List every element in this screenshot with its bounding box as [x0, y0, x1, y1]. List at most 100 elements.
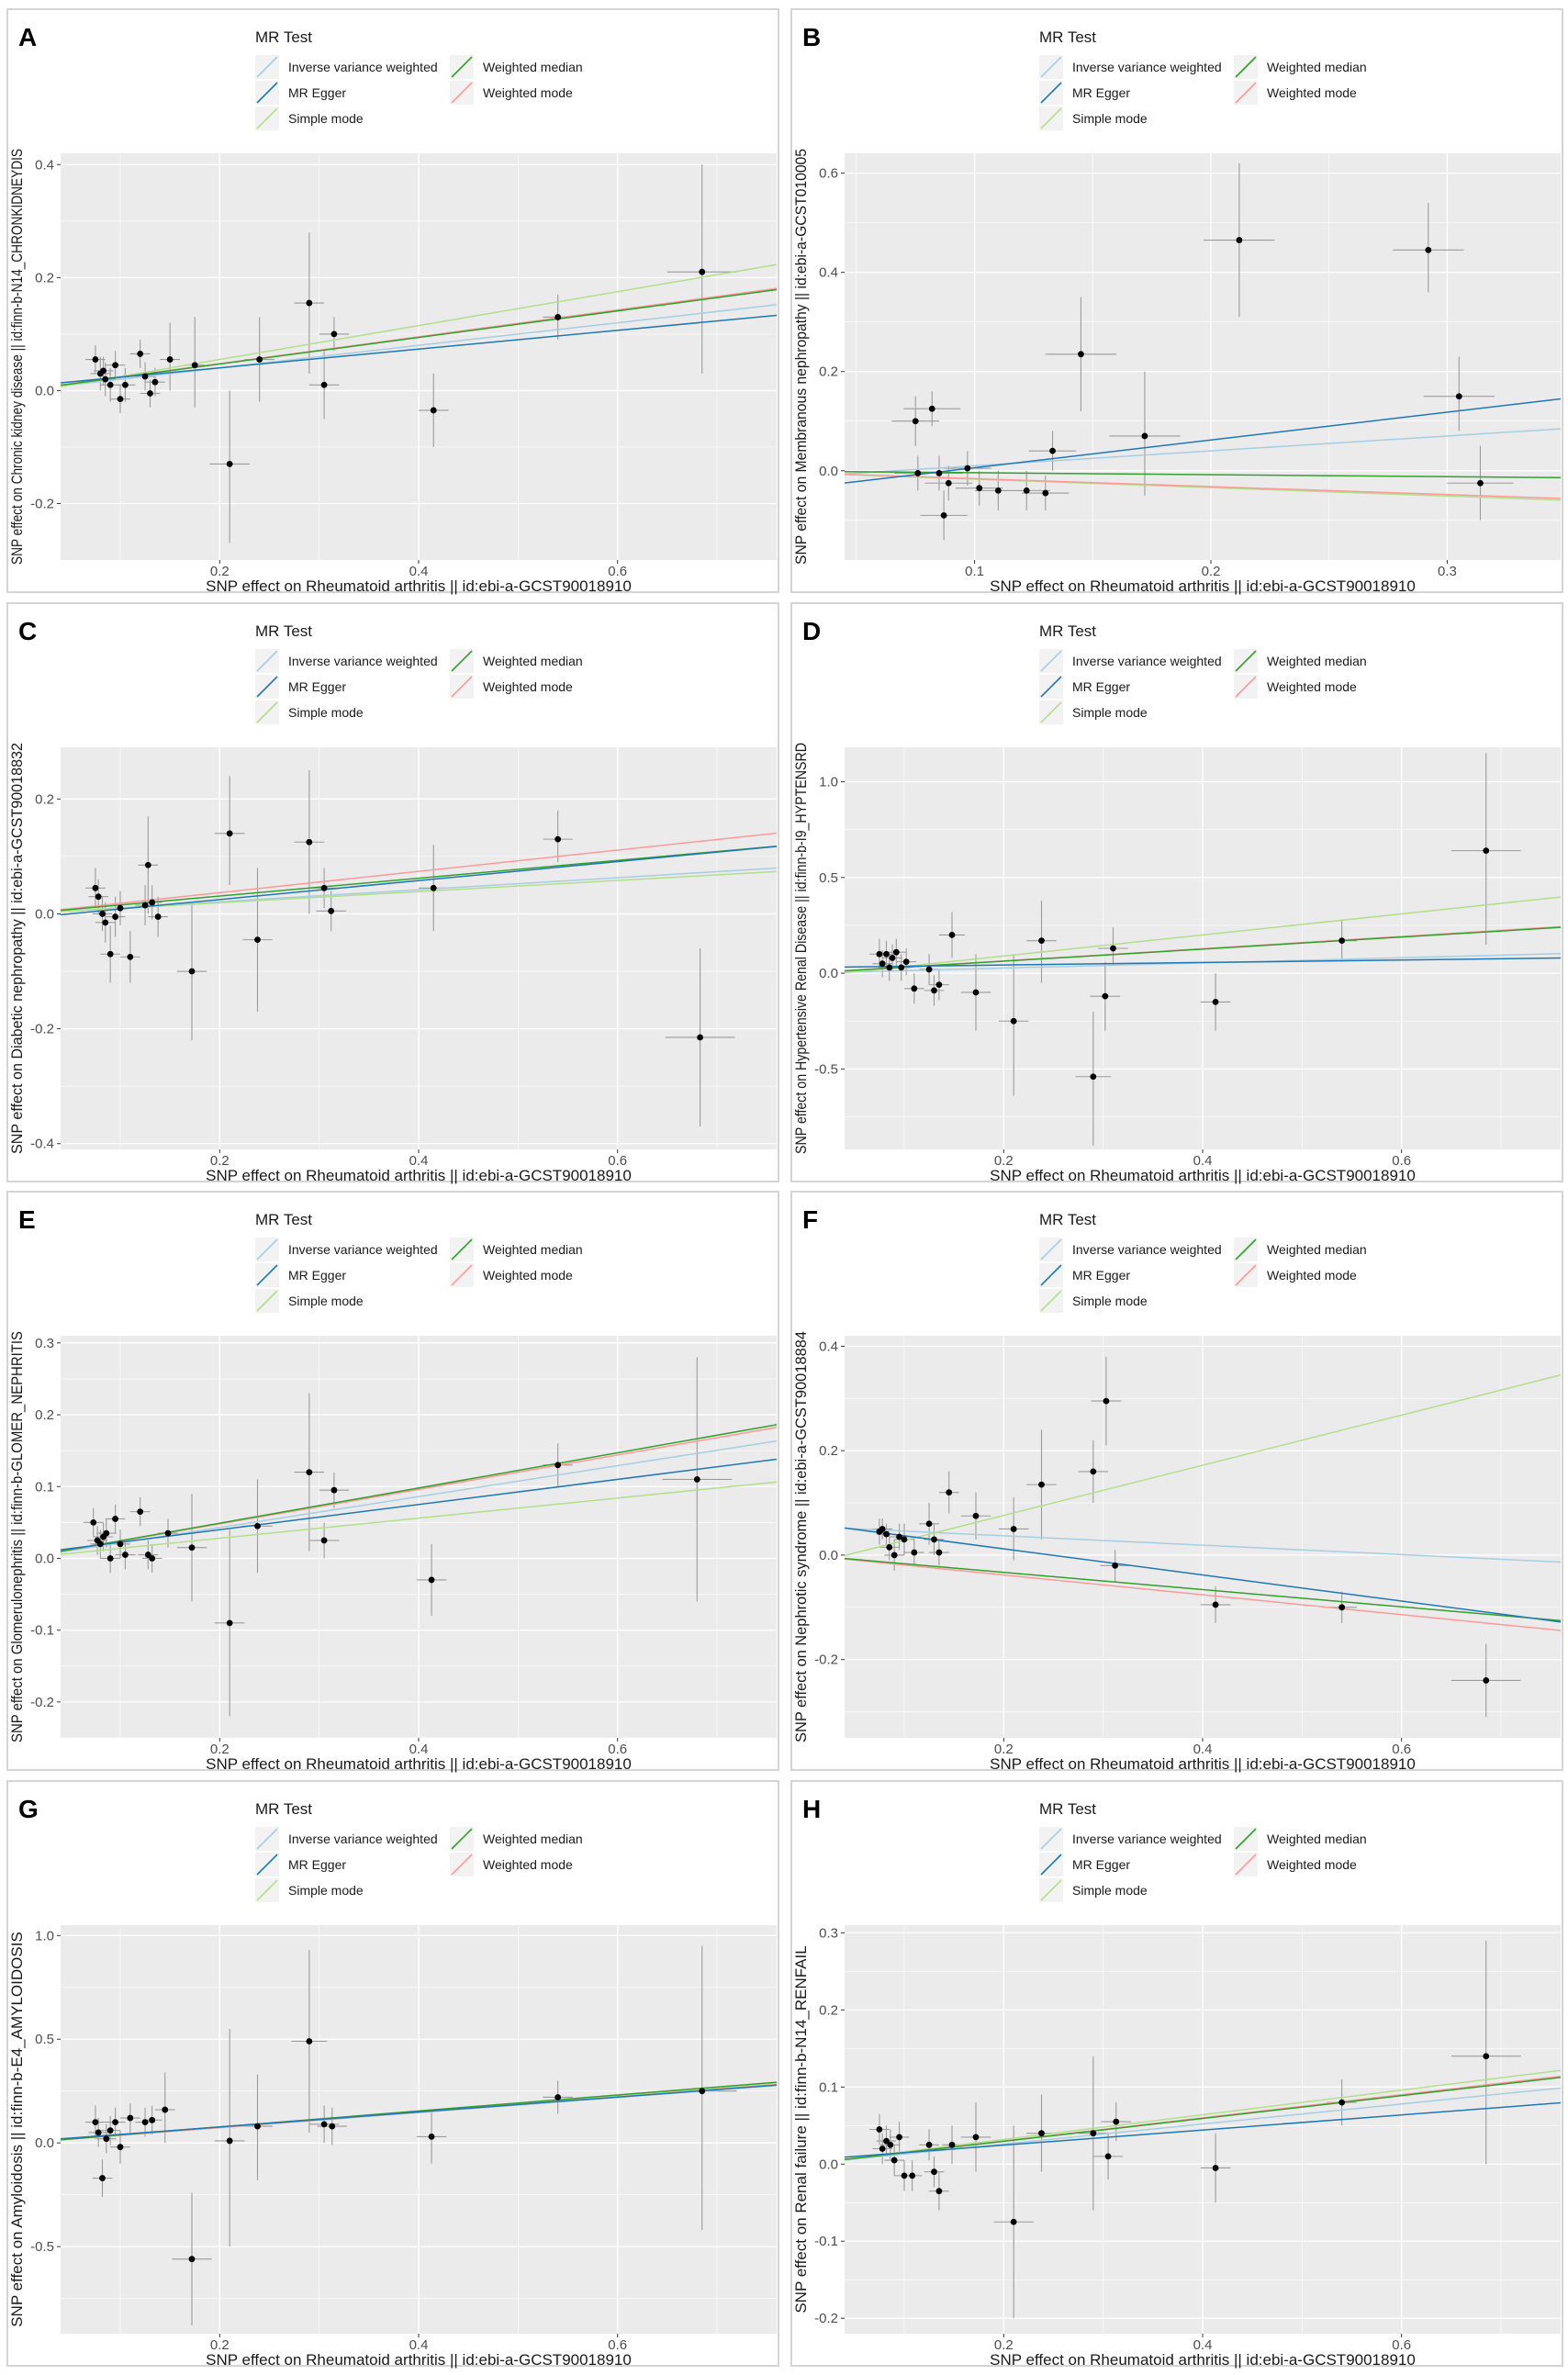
x-tick-label: 0.6	[1392, 2337, 1411, 2353]
data-point	[149, 899, 156, 906]
legend-item-wmedian: Weighted median	[450, 1827, 583, 1851]
data-point	[911, 1549, 918, 1556]
legend-label: Weighted mode	[483, 1857, 573, 1872]
y-tick-label: 0.4	[819, 265, 838, 281]
data-point	[99, 2175, 106, 2181]
gridlines	[61, 1336, 777, 1738]
data-point	[1455, 393, 1462, 400]
legend-label: Simple mode	[288, 111, 364, 126]
data-point	[699, 268, 706, 275]
data-point	[144, 1552, 151, 1558]
data-point	[876, 2126, 883, 2133]
legend-key-line	[1040, 676, 1062, 698]
legend-item-simple: Simple mode	[255, 1878, 364, 1902]
data-point	[147, 390, 153, 397]
legend-label: Weighted mode	[483, 1268, 573, 1283]
y-tick-label: 0.5	[819, 870, 838, 886]
panel-frame	[6, 1780, 779, 2367]
legend: MR Test Inverse variance weighted Weighted…	[1039, 28, 1367, 130]
x-tick-label: 0.6	[608, 564, 627, 579]
data-point	[137, 1508, 144, 1516]
regression-line-wmedian	[61, 1424, 777, 1552]
legend-key-line	[256, 1290, 278, 1312]
regression-line-wmedian	[845, 470, 1561, 479]
data-point	[1038, 1481, 1045, 1488]
data-point	[92, 2119, 99, 2125]
legend: MR Test Inverse variance weighted Weighted…	[1039, 1211, 1367, 1313]
legend-label: MR Egger	[1072, 1268, 1130, 1283]
data-point	[1338, 937, 1346, 945]
y-tick-label: -0.2	[814, 2311, 838, 2326]
panel-frame	[6, 8, 779, 593]
regression-line-simple	[845, 1374, 1561, 1557]
legend-item-ivw: Inverse variance weighted	[1039, 1827, 1222, 1851]
y-tick-label: -0.2	[814, 1652, 838, 1668]
y-tick-label: -0.2	[30, 1022, 54, 1037]
legend: MR Test Inverse variance weighted Weighted…	[255, 1211, 583, 1313]
legend: MR Test Inverse variance weighted Weighted…	[255, 1800, 583, 1902]
legend-label: Weighted mode	[483, 679, 573, 694]
legend-item-wmode: Weighted mode	[1234, 675, 1357, 699]
plot-data	[61, 164, 777, 543]
panel-frame	[790, 1191, 1563, 1771]
y-tick-label: 0.0	[35, 2135, 54, 2151]
x-tick-label: 0.1	[965, 564, 984, 579]
data-point	[328, 907, 335, 914]
data-point	[106, 950, 114, 958]
legend-item-wmode: Weighted mode	[450, 675, 573, 699]
data-point	[901, 2172, 908, 2179]
data-point	[141, 2119, 149, 2125]
data-point	[141, 902, 149, 909]
y-tick-label: -0.2	[30, 496, 54, 511]
legend-key-line	[1235, 1264, 1257, 1286]
legend-item-ivw: Inverse variance weighted	[255, 55, 438, 79]
data-point	[330, 330, 338, 338]
legend-item-ivw: Inverse variance weighted	[255, 649, 438, 673]
y-tick-label: 0.0	[819, 1548, 838, 1563]
data-point	[883, 950, 890, 958]
y-axis-title: SNP effect on Hypertensive Renal Disease…	[792, 743, 810, 1154]
legend-key-line	[256, 1264, 278, 1286]
data-point	[1212, 2165, 1219, 2171]
data-point	[554, 2094, 562, 2101]
legend-key-line	[256, 1828, 278, 1850]
data-point	[166, 356, 174, 363]
regression-line-simple	[61, 1481, 777, 1555]
panel-letter: A	[18, 23, 37, 51]
legend-item-simple: Simple mode	[255, 1289, 364, 1313]
legend-item-simple: Simple mode	[255, 700, 364, 724]
legend-label: Weighted median	[1267, 60, 1367, 74]
data-point	[972, 1512, 980, 1519]
data-point	[102, 375, 109, 383]
y-tick-label: -0.5	[30, 2239, 54, 2255]
data-point	[1090, 1073, 1097, 1081]
plot-data	[845, 753, 1561, 1146]
data-point	[940, 511, 947, 519]
regression-line-wmedian	[845, 1557, 1561, 1621]
y-tick-label: 0.2	[35, 270, 54, 286]
plot-area: 0.1 0.2 0.3 0.0 0.2 0.4 0.6 SNP effect on Rheum…	[792, 149, 1561, 595]
legend-label: Simple mode	[288, 1294, 364, 1308]
data-point	[1090, 1468, 1097, 1475]
legend-item-wmedian: Weighted median	[450, 649, 583, 673]
data-point	[554, 835, 562, 843]
data-point	[1212, 999, 1219, 1005]
legend-label: Simple mode	[288, 705, 364, 720]
plot-data	[61, 1357, 777, 1717]
data-point	[100, 367, 106, 375]
regression-line-wmode	[845, 473, 1561, 499]
legend-label: Weighted median	[483, 1242, 583, 1257]
y-tick-label: -0.1	[814, 2234, 838, 2249]
x-tick-label: 0.4	[409, 564, 429, 579]
legend-item-wmedian: Weighted median	[450, 1238, 583, 1261]
regression-line-simple	[845, 896, 1561, 974]
data-point	[1212, 1601, 1219, 1608]
data-point	[1042, 489, 1049, 497]
data-point	[1038, 2130, 1045, 2137]
panel-frame	[790, 602, 1563, 1182]
plot-area: 0.2 0.4 0.6 -0.5 0.0 0.5 1.0 SNP effect on Rheu…	[792, 743, 1561, 1184]
legend: MR Test Inverse variance weighted Weighted…	[255, 622, 583, 724]
x-tick-label: 0.2	[210, 564, 230, 579]
